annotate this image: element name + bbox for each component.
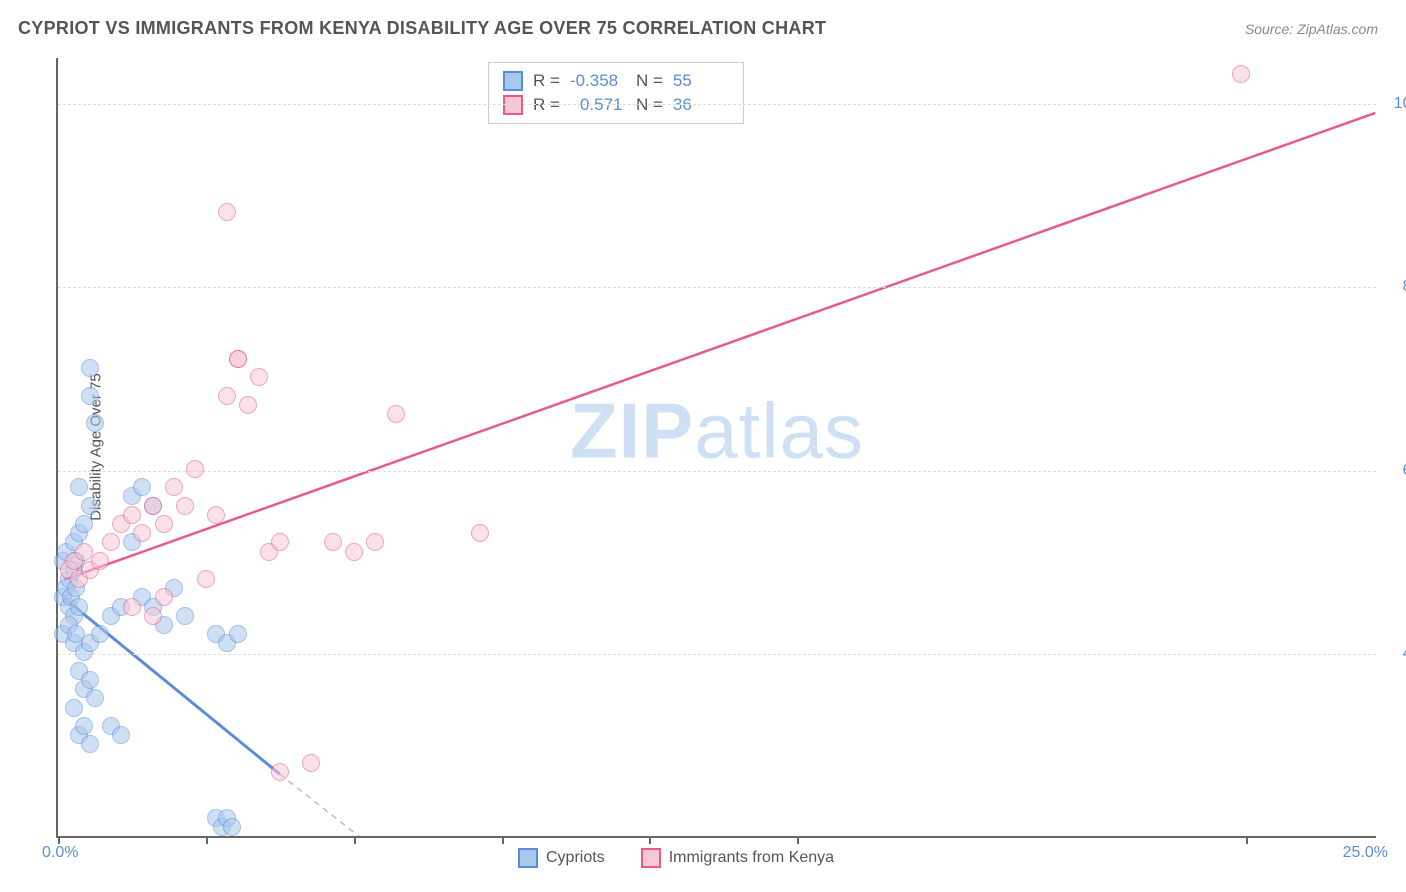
x-tick-label: 25.0% xyxy=(1343,844,1388,862)
data-point xyxy=(176,497,194,515)
header: CYPRIOT VS IMMIGRANTS FROM KENYA DISABIL… xyxy=(0,0,1406,49)
chart-container: ZIPatlas Disability Age Over 75 R = -0.3… xyxy=(56,58,1376,838)
data-point xyxy=(123,598,141,616)
legend-item-1: Cypriots xyxy=(518,848,605,868)
y-tick-label: 80.0% xyxy=(1403,278,1406,296)
x-tick xyxy=(206,836,208,844)
data-point xyxy=(123,506,141,524)
data-point xyxy=(229,625,247,643)
r-label: R = xyxy=(533,71,560,91)
gridline xyxy=(58,287,1376,288)
data-point xyxy=(133,524,151,542)
data-point xyxy=(133,478,151,496)
legend-label-1: Cypriots xyxy=(546,849,605,867)
y-tick-label: 100.0% xyxy=(1394,95,1406,113)
data-point xyxy=(91,552,109,570)
data-point xyxy=(223,818,241,836)
data-point xyxy=(86,689,104,707)
y-tick-label: 40.0% xyxy=(1403,645,1406,663)
data-point xyxy=(207,506,225,524)
r-value-1: -0.358 xyxy=(570,71,626,91)
y-tick-label: 60.0% xyxy=(1403,462,1406,480)
bottom-legend: Cypriots Immigrants from Kenya xyxy=(518,848,834,868)
data-point xyxy=(324,533,342,551)
data-point xyxy=(229,350,247,368)
data-point xyxy=(186,460,204,478)
data-point xyxy=(81,497,99,515)
n-value-1: 55 xyxy=(673,71,729,91)
n-label: N = xyxy=(636,71,663,91)
data-point xyxy=(250,368,268,386)
data-point xyxy=(75,515,93,533)
source-attribution: Source: ZipAtlas.com xyxy=(1245,21,1378,37)
data-point xyxy=(155,588,173,606)
x-tick xyxy=(797,836,799,844)
watermark: ZIPatlas xyxy=(570,386,864,477)
data-point xyxy=(65,699,83,717)
data-point xyxy=(81,387,99,405)
data-point xyxy=(155,515,173,533)
x-tick xyxy=(502,836,504,844)
data-point xyxy=(102,533,120,551)
x-tick xyxy=(58,836,60,844)
data-point xyxy=(144,607,162,625)
data-point xyxy=(239,396,257,414)
x-tick xyxy=(1246,836,1248,844)
plot-area: ZIPatlas Disability Age Over 75 R = -0.3… xyxy=(56,58,1376,838)
data-point xyxy=(345,543,363,561)
data-point xyxy=(81,359,99,377)
stats-legend-box: R = -0.358 N = 55 R = 0.571 N = 36 xyxy=(488,62,744,124)
data-point xyxy=(70,598,88,616)
stats-row-1: R = -0.358 N = 55 xyxy=(503,69,729,93)
x-tick xyxy=(354,836,356,844)
swatch-series2 xyxy=(503,95,523,115)
data-point xyxy=(112,726,130,744)
data-point xyxy=(271,533,289,551)
legend-item-2: Immigrants from Kenya xyxy=(641,848,834,868)
data-point xyxy=(165,478,183,496)
stats-row-2: R = 0.571 N = 36 xyxy=(503,93,729,117)
data-point xyxy=(218,387,236,405)
data-point xyxy=(471,524,489,542)
data-point xyxy=(144,497,162,515)
r-value-2: 0.571 xyxy=(570,95,626,115)
data-point xyxy=(271,763,289,781)
data-point xyxy=(302,754,320,772)
swatch-series1 xyxy=(518,848,538,868)
swatch-series1 xyxy=(503,71,523,91)
data-point xyxy=(70,478,88,496)
data-point xyxy=(81,671,99,689)
legend-label-2: Immigrants from Kenya xyxy=(669,849,834,867)
data-point xyxy=(366,533,384,551)
data-point xyxy=(81,735,99,753)
data-point xyxy=(86,414,104,432)
x-tick xyxy=(649,836,651,844)
trend-lines xyxy=(58,58,1376,836)
gridline xyxy=(58,654,1376,655)
n-label: N = xyxy=(636,95,663,115)
data-point xyxy=(176,607,194,625)
data-point xyxy=(218,203,236,221)
data-point xyxy=(197,570,215,588)
swatch-series2 xyxy=(641,848,661,868)
data-point xyxy=(387,405,405,423)
data-point xyxy=(1232,65,1250,83)
data-point xyxy=(75,717,93,735)
chart-title: CYPRIOT VS IMMIGRANTS FROM KENYA DISABIL… xyxy=(18,18,826,39)
gridline xyxy=(58,471,1376,472)
gridline xyxy=(58,104,1376,105)
x-tick-label: 0.0% xyxy=(42,844,78,862)
r-label: R = xyxy=(533,95,560,115)
n-value-2: 36 xyxy=(673,95,729,115)
data-point xyxy=(91,625,109,643)
